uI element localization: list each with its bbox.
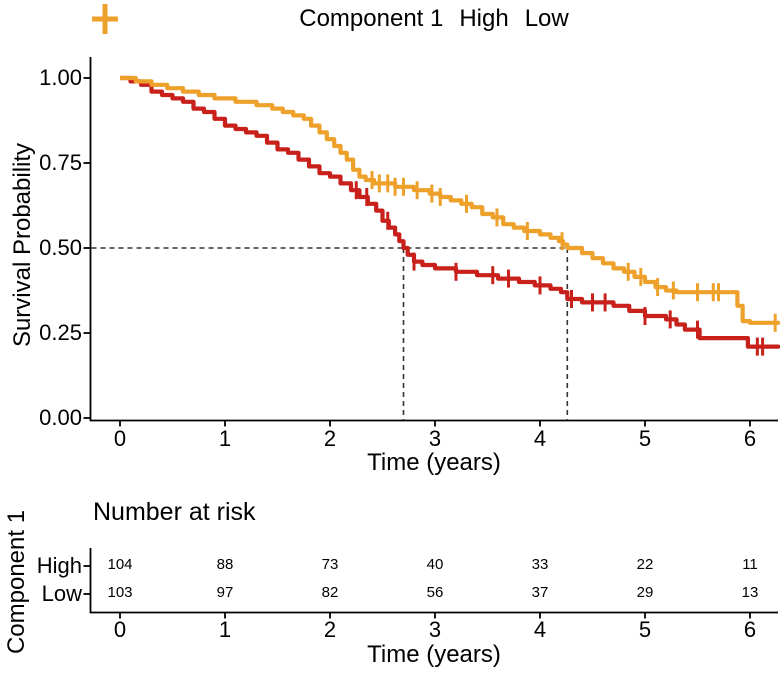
legend-label-high: High — [459, 5, 509, 32]
x-tick-label: 1 — [218, 426, 232, 451]
risk-count: 22 — [636, 556, 654, 573]
y-tick-label: 0.00 — [39, 405, 82, 430]
risk-count: 104 — [107, 556, 133, 573]
plus-marker-low-icon — [92, 4, 118, 34]
risk-count: 37 — [531, 584, 549, 601]
risk-count: 13 — [741, 584, 759, 601]
risk-x-tick-label: 5 — [638, 617, 652, 642]
risk-row-label-high: High — [36, 553, 82, 578]
risk-x-tick-label: 3 — [428, 617, 442, 642]
risk-x-tick-label: 2 — [323, 617, 337, 642]
high-survival-curve — [120, 75, 780, 349]
x-axis-title-risk: Time (years) — [367, 641, 501, 668]
x-tick-label: 3 — [428, 426, 442, 451]
y-tick-label: 0.75 — [39, 150, 82, 175]
x-tick-label: 4 — [533, 426, 547, 451]
x-axis-title-main: Time (years) — [367, 449, 501, 476]
x-tick-label: 5 — [638, 426, 652, 451]
legend: Component 1 High Low — [90, 2, 778, 36]
risk-count: 103 — [107, 584, 133, 601]
legend-title: Component 1 — [299, 5, 444, 32]
legend-item-low: Low — [92, 4, 569, 34]
risk-count: 11 — [742, 556, 758, 573]
risk-count: 29 — [636, 584, 654, 601]
risk-count: 82 — [321, 584, 339, 601]
risk-table-title: Number at risk — [93, 498, 256, 526]
risk-x-tick-label: 4 — [533, 617, 547, 642]
legend-item-high: High — [92, 4, 509, 34]
x-tick-label: 0 — [113, 426, 127, 451]
y-tick-label: 0.25 — [39, 320, 82, 345]
risk-count: 56 — [426, 584, 444, 601]
y-tick-label: 0.50 — [39, 235, 82, 260]
low-survival-curve — [120, 75, 780, 325]
risk-count: 33 — [531, 556, 549, 573]
risk-count: 73 — [321, 556, 339, 573]
x-tick-label: 6 — [743, 426, 757, 451]
risk-count: 97 — [216, 584, 234, 601]
risk-count: 40 — [426, 556, 444, 573]
legend-label-low: Low — [524, 5, 569, 32]
risk-x-tick-label: 6 — [743, 617, 757, 642]
risk-x-tick-label: 1 — [218, 617, 232, 642]
y-tick-label: 1.00 — [39, 65, 82, 90]
x-tick-label: 2 — [323, 426, 337, 451]
risk-count: 88 — [216, 556, 234, 573]
risk-x-tick-label: 0 — [113, 617, 127, 642]
risk-row-label-low: Low — [41, 581, 82, 606]
